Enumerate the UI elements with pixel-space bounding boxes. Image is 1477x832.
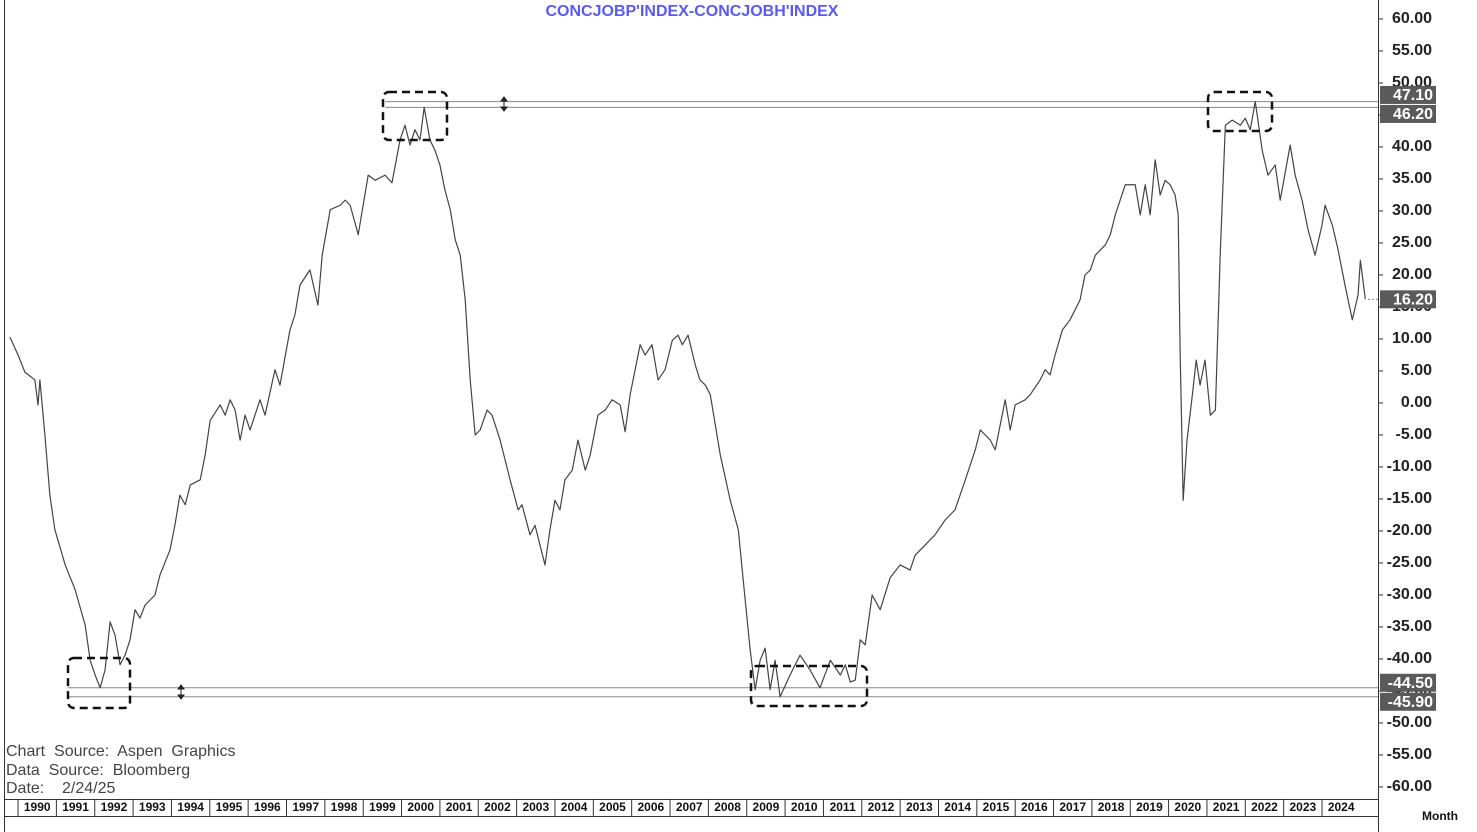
chart-title: CONCJOBP'INDEX-CONCJOBH'INDEX (546, 3, 839, 20)
x-tick-label: 2011 (830, 800, 856, 814)
highlight-box (381, 90, 449, 142)
last-value-label-box (1380, 290, 1436, 309)
y-tick-label: 25.00 (1392, 234, 1432, 251)
x-tick-label: 2010 (791, 800, 818, 814)
x-tick-label: 2008 (714, 800, 741, 814)
y-tick-label: 30.00 (1392, 202, 1432, 219)
footer-line: Date: 2/24/25 (6, 780, 116, 797)
level-label-box (1380, 692, 1436, 711)
x-tick-label: 2014 (944, 800, 971, 814)
x-tick-label: 1999 (369, 800, 396, 814)
y-tick-label: 40.00 (1392, 138, 1432, 155)
y-tick-label: 55.00 (1392, 42, 1432, 59)
x-tick-label: 2016 (1021, 800, 1048, 814)
y-tick-label: 60.00 (1392, 10, 1432, 27)
x-tick-label: 1994 (177, 800, 204, 814)
x-tick-label: 2015 (983, 800, 1010, 814)
y-tick-label: 35.00 (1392, 170, 1432, 187)
y-tick-label: 20.00 (1392, 266, 1432, 283)
footer-line: Chart Source: Aspen Graphics (6, 743, 235, 760)
highlight-box (66, 656, 132, 710)
x-tick-label: 2005 (599, 800, 626, 814)
x-tick-label: 2019 (1136, 800, 1163, 814)
highlight-box (1206, 90, 1274, 133)
y-tick-label: -55.00 (1387, 746, 1432, 763)
plot-area (9, 18, 1383, 816)
x-tick-label: 1992 (101, 800, 128, 814)
level-label: -44.50 (1388, 675, 1433, 692)
x-tick-label: 1995 (216, 800, 243, 814)
x-tick-label: 2023 (1289, 800, 1316, 814)
y-tick-label: -5.00 (1396, 426, 1433, 443)
y-tick-label: -60.00 (1387, 778, 1432, 795)
y-tick-label: -30.00 (1387, 586, 1432, 603)
y-tick-label: -50.00 (1387, 714, 1432, 731)
y-tick-label: -25.00 (1387, 554, 1432, 571)
x-tick-label: 1998 (331, 800, 358, 814)
highlight-box (749, 664, 869, 708)
x-tick-label: 2024 (1328, 800, 1355, 814)
y-tick-label: -10.00 (1387, 458, 1432, 475)
x-tick-label: 2012 (868, 800, 895, 814)
x-tick-label: 2022 (1251, 800, 1278, 814)
x-tick-label: 2021 (1213, 800, 1240, 814)
level-marker (500, 96, 508, 112)
level-marker (177, 684, 185, 700)
y-tick-label: -20.00 (1387, 522, 1432, 539)
x-tick-label: 2009 (753, 800, 780, 814)
level-label-box (1380, 673, 1436, 692)
x-tick-label: 2017 (1059, 800, 1086, 814)
x-tick-label: 2018 (1098, 800, 1125, 814)
last-value-label: 16.20 (1393, 292, 1433, 309)
x-tick-label: 2007 (676, 800, 703, 814)
x-tick-label: 2001 (446, 800, 473, 814)
level-label: 46.20 (1393, 106, 1433, 123)
x-tick-label: 1991 (62, 800, 89, 814)
y-tick-label: 10.00 (1392, 330, 1432, 347)
x-tick-label: 1990 (24, 800, 51, 814)
x-tick-label: 2020 (1174, 800, 1201, 814)
level-markers (177, 96, 508, 700)
x-tick-label: 1993 (139, 800, 166, 814)
highlight-boxes (66, 90, 1274, 710)
x-tick-label: 2000 (407, 800, 434, 814)
y-tick-label: -15.00 (1387, 490, 1432, 507)
level-label-box (1380, 85, 1436, 104)
y-tick-label: -40.00 (1387, 650, 1432, 667)
y-tick-label: 5.00 (1401, 362, 1432, 379)
y-tick-label: -35.00 (1387, 618, 1432, 635)
x-tick-label: 2003 (522, 800, 549, 814)
x-tick-label: 1997 (292, 800, 319, 814)
level-label: 47.10 (1393, 87, 1433, 104)
x-tick-label: 2013 (906, 800, 933, 814)
x-axis-label: Month (1422, 809, 1458, 823)
level-label: -45.90 (1388, 694, 1433, 711)
series-line (9, 100, 1366, 698)
x-tick-label: 2006 (637, 800, 664, 814)
footer-line: Data Source: Bloomberg (6, 762, 190, 779)
axis-labels: 60.0055.0050.0045.0040.0035.0030.0025.00… (24, 10, 1436, 814)
x-tick-label: 1996 (254, 800, 281, 814)
y-tick-label: 0.00 (1401, 394, 1432, 411)
x-tick-label: 2002 (484, 800, 511, 814)
level-label-box (1380, 104, 1436, 123)
x-tick-label: 2004 (561, 800, 588, 814)
